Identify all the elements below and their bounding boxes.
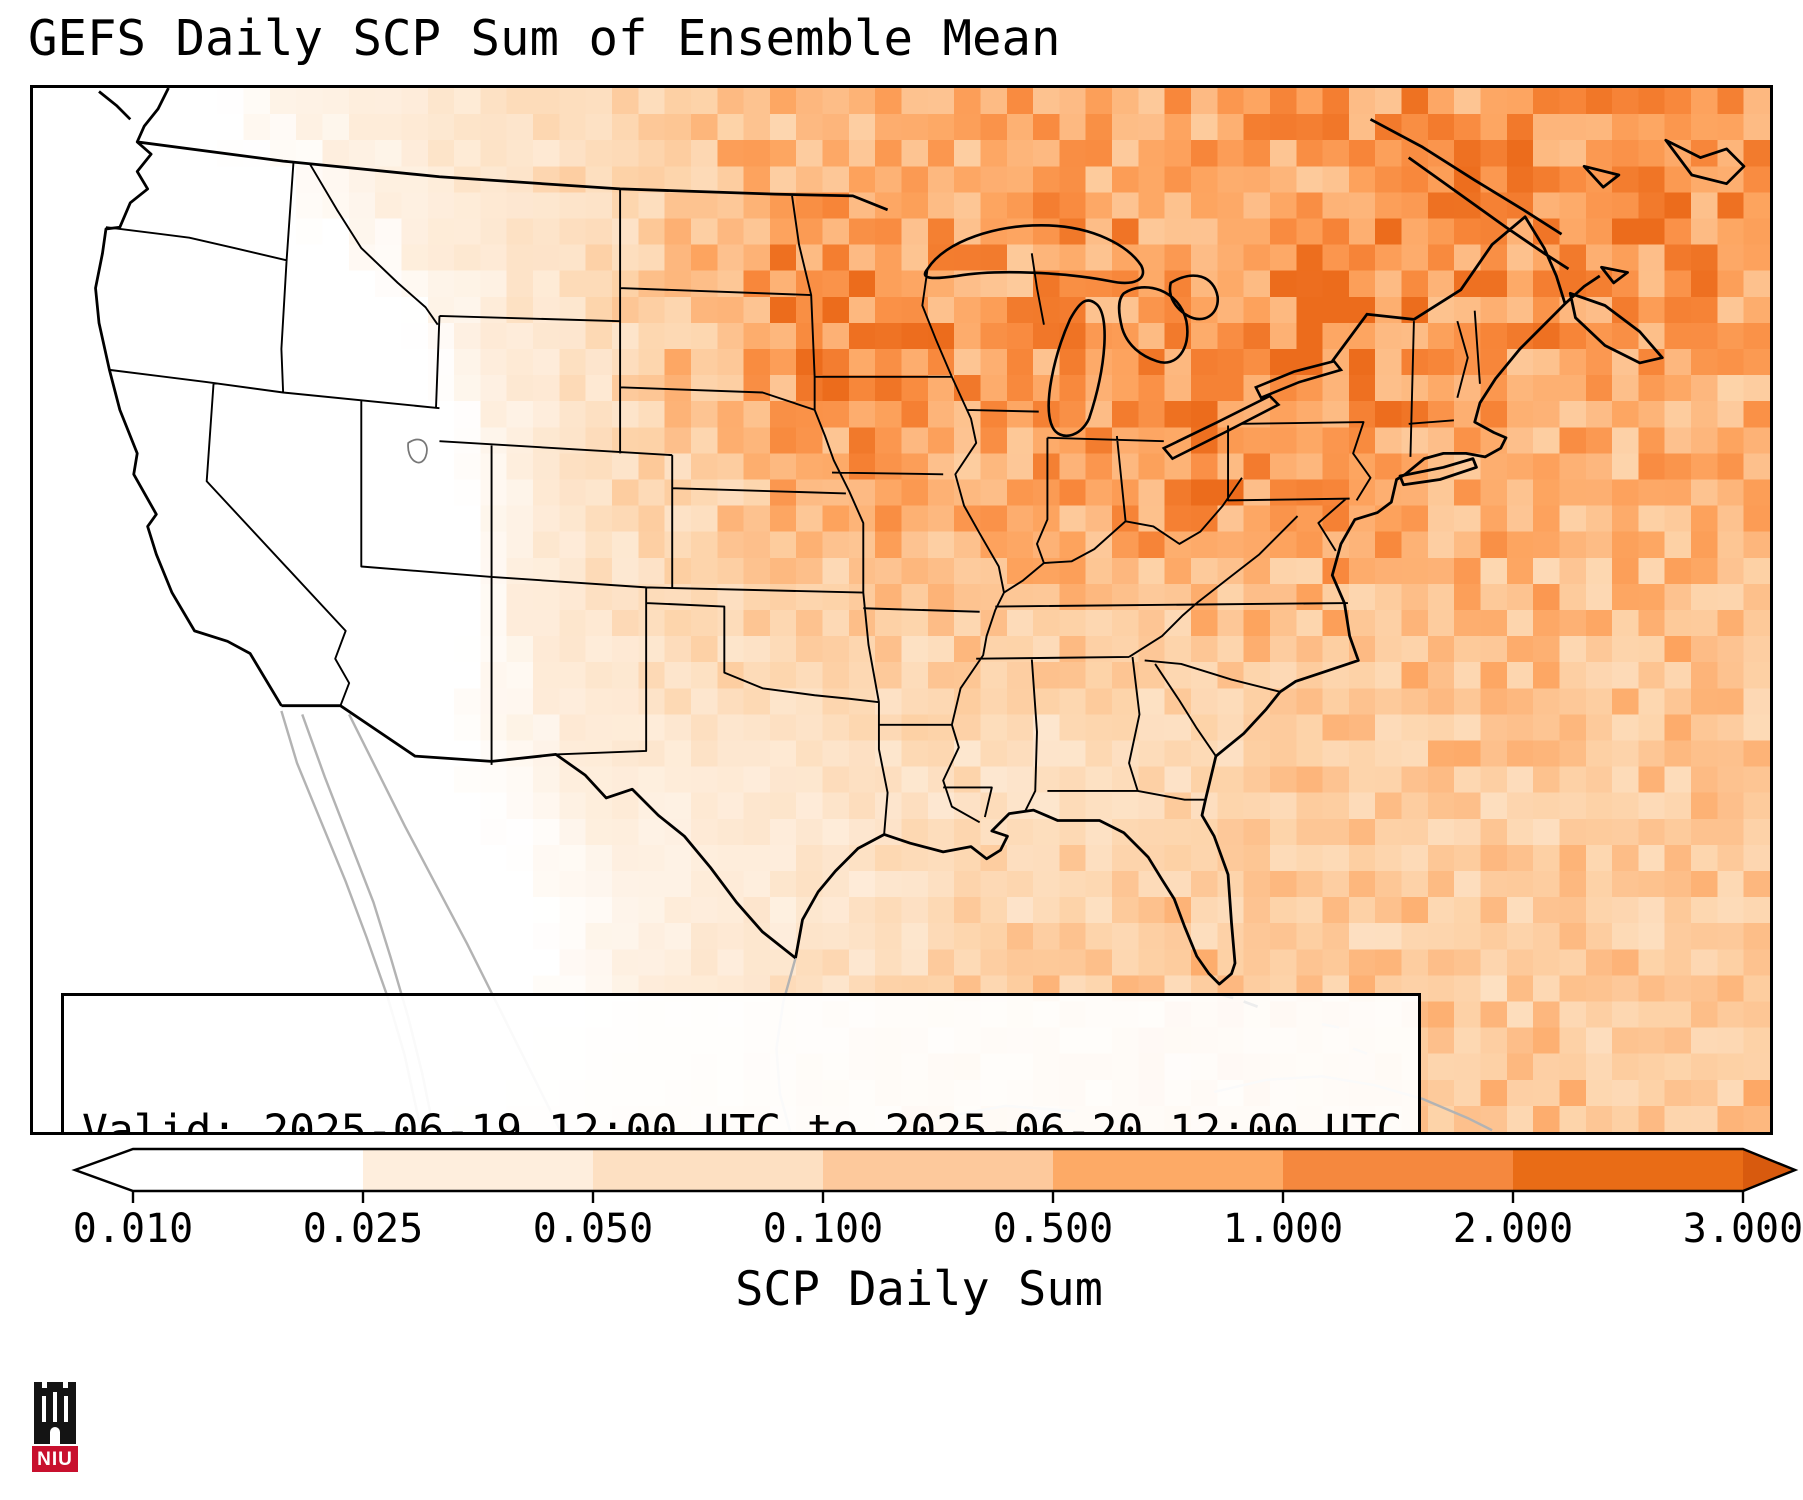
map-panel: Valid: 2025-06-19 12:00 UTC to 2025-06-2… (30, 85, 1773, 1135)
colorbar-svg (71, 1147, 1799, 1203)
colorbar-tick-label: 0.050 (532, 1206, 654, 1252)
niu-logo-text: NIU (37, 1449, 73, 1470)
colorbar-label: SCP Daily Sum (735, 1262, 1103, 1317)
colorbar-tick-marks (131, 1191, 1745, 1203)
lake-erie (1161, 394, 1281, 461)
map-overlay (94, 88, 1746, 1132)
colorbar-segment (1053, 1149, 1283, 1191)
state-borders (105, 161, 1481, 835)
colorbar-right-arrow (1743, 1149, 1795, 1191)
lake-huron (1117, 274, 1219, 364)
lake-michigan (1047, 299, 1106, 438)
info-box: Valid: 2025-06-19 12:00 UTC to 2025-06-2… (61, 993, 1421, 1135)
niu-logo-graphic: NIU (32, 1382, 78, 1472)
colorbar-tick-label: 2.000 (1452, 1206, 1574, 1252)
niu-logo: NIU (26, 1376, 84, 1480)
lake-superior (923, 224, 1145, 285)
colorbar-segment (133, 1149, 363, 1191)
colorbar-segment (1283, 1149, 1513, 1191)
colorbar-segment (593, 1149, 823, 1191)
colorbar-segment (823, 1149, 1053, 1191)
us-coastline (94, 88, 1746, 1009)
great-salt-lake (407, 438, 428, 464)
colorbar-tick-labels: 0.010 0.025 0.050 0.100 0.500 1.000 2.00… (0, 1206, 1803, 1258)
colorbar-segment (1513, 1149, 1743, 1191)
colorbar-tick-label: 0.100 (762, 1206, 884, 1252)
lake-ontario (1254, 359, 1344, 400)
colorbar-segment (363, 1149, 593, 1191)
great-lakes (407, 224, 1344, 464)
colorbar-tick-label: 0.025 (302, 1206, 424, 1252)
valid-text: Valid: 2025-06-19 12:00 UTC to 2025-06-2… (82, 1106, 1403, 1135)
colorbar-tick-label: 3.000 (1682, 1206, 1803, 1252)
colorbar-tick-label: 1.000 (1222, 1206, 1344, 1252)
colorbar-tick-label: 0.500 (992, 1206, 1114, 1252)
colorbar (0, 1146, 1803, 1208)
colorbar-tick-label: 0.010 (72, 1206, 194, 1252)
niu-logo-banner (32, 1446, 78, 1472)
figure-title: GEFS Daily SCP Sum of Ensemble Mean (28, 10, 1061, 67)
colorbar-left-arrow (75, 1149, 133, 1191)
